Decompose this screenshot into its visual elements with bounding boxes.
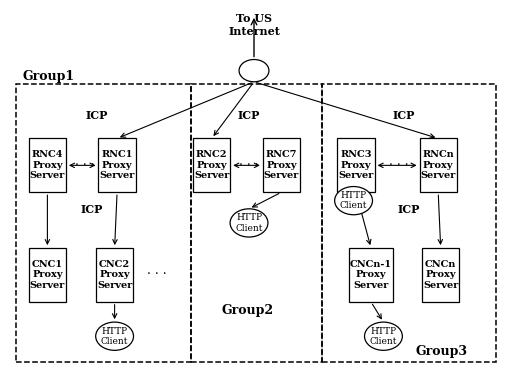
FancyBboxPatch shape [193,138,230,192]
Text: ICP: ICP [86,110,108,121]
FancyBboxPatch shape [29,138,66,192]
Text: CNC2
Proxy
Server: CNC2 Proxy Server [97,260,132,290]
Text: · · ·: · · · [147,268,167,282]
Text: Group1: Group1 [22,70,75,83]
FancyBboxPatch shape [263,138,300,192]
Circle shape [365,322,402,350]
Text: RNC7
Proxy
Server: RNC7 Proxy Server [264,150,299,180]
Text: · · ·: · · · [239,159,259,172]
Text: RNCn
Proxy
Server: RNCn Proxy Server [421,150,456,180]
Text: ICP: ICP [81,204,104,215]
Text: HTTP
Client: HTTP Client [101,327,129,346]
Text: ICP: ICP [397,204,420,215]
FancyBboxPatch shape [99,138,136,192]
FancyBboxPatch shape [422,248,459,302]
Text: CNCn-1
Proxy
Server: CNCn-1 Proxy Server [350,260,392,290]
Text: RNC1
Proxy
Server: RNC1 Proxy Server [100,150,135,180]
Circle shape [335,186,372,215]
Text: HTTP
Client: HTTP Client [370,327,397,346]
FancyBboxPatch shape [96,248,133,302]
FancyBboxPatch shape [29,248,66,302]
Text: RNC4
Proxy
Server: RNC4 Proxy Server [29,150,65,180]
Text: Group3: Group3 [416,345,468,357]
FancyBboxPatch shape [350,248,393,302]
Text: ICP: ICP [392,110,415,121]
Text: CNCn
Proxy
Server: CNCn Proxy Server [423,260,458,290]
FancyBboxPatch shape [420,138,457,192]
Text: ICP: ICP [238,110,260,121]
Circle shape [230,209,268,237]
Text: RNC2
Proxy
Server: RNC2 Proxy Server [194,150,230,180]
Text: HTTP
Client: HTTP Client [340,191,367,210]
Text: Group2: Group2 [221,304,274,317]
Text: To US
Internet: To US Internet [228,13,280,37]
Text: · · ·: · · · [75,159,94,172]
Text: HTTP
Client: HTTP Client [235,213,263,233]
Text: · · ·: · · · [389,159,408,172]
Text: CNC1
Proxy
Server: CNC1 Proxy Server [29,260,65,290]
Circle shape [96,322,134,350]
Circle shape [239,60,269,82]
Text: RNC3
Proxy
Server: RNC3 Proxy Server [338,150,374,180]
FancyBboxPatch shape [337,138,375,192]
